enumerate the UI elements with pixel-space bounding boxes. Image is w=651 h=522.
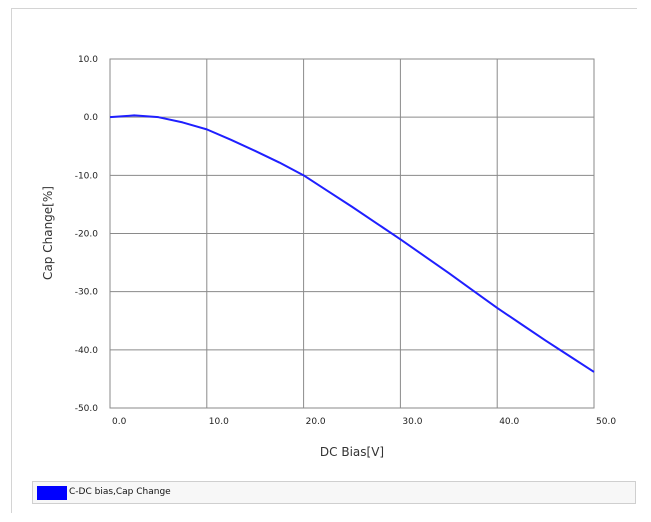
x-tick-label: 0.0	[112, 417, 127, 427]
x-tick-label: 30.0	[402, 417, 422, 427]
x-tick-label: 20.0	[306, 417, 326, 427]
y-tick-label: 10.0	[78, 55, 98, 65]
legend-label: C-DC bias,Cap Change	[69, 487, 171, 497]
x-tick-label: 10.0	[209, 417, 229, 427]
line-chart: 10.00.0-10.0-20.0-30.0-40.0-50.0 0.0 10.0…	[41, 55, 616, 459]
y-tick-label: -40.0	[75, 346, 99, 356]
x-tick-label: 50.0	[596, 417, 616, 427]
y-tick-label: 0.0	[84, 113, 99, 123]
y-tick-label: -10.0	[75, 171, 99, 181]
chart-panel	[11, 8, 637, 513]
series-layer	[109, 114, 595, 373]
y-axis-title: Cap Change[%]	[41, 186, 55, 280]
grid-lines	[110, 59, 594, 408]
series-line	[109, 114, 595, 373]
x-axis-title: DC Bias[V]	[320, 445, 384, 459]
y-tick-label: -20.0	[75, 230, 99, 240]
legend-swatch	[37, 486, 67, 500]
x-tick-label: 40.0	[499, 417, 519, 427]
x-tick-labels: 0.0 10.0 20.0 30.0 40.0 50.0	[112, 417, 616, 427]
y-tick-label: -50.0	[75, 404, 99, 414]
y-tick-label: -30.0	[75, 288, 99, 298]
y-tick-labels: 10.0 0.0 -10.0 -20.0 -30.0 -40.0 -50.0	[75, 55, 99, 414]
legend: C-DC bias,Cap Change	[32, 481, 636, 504]
